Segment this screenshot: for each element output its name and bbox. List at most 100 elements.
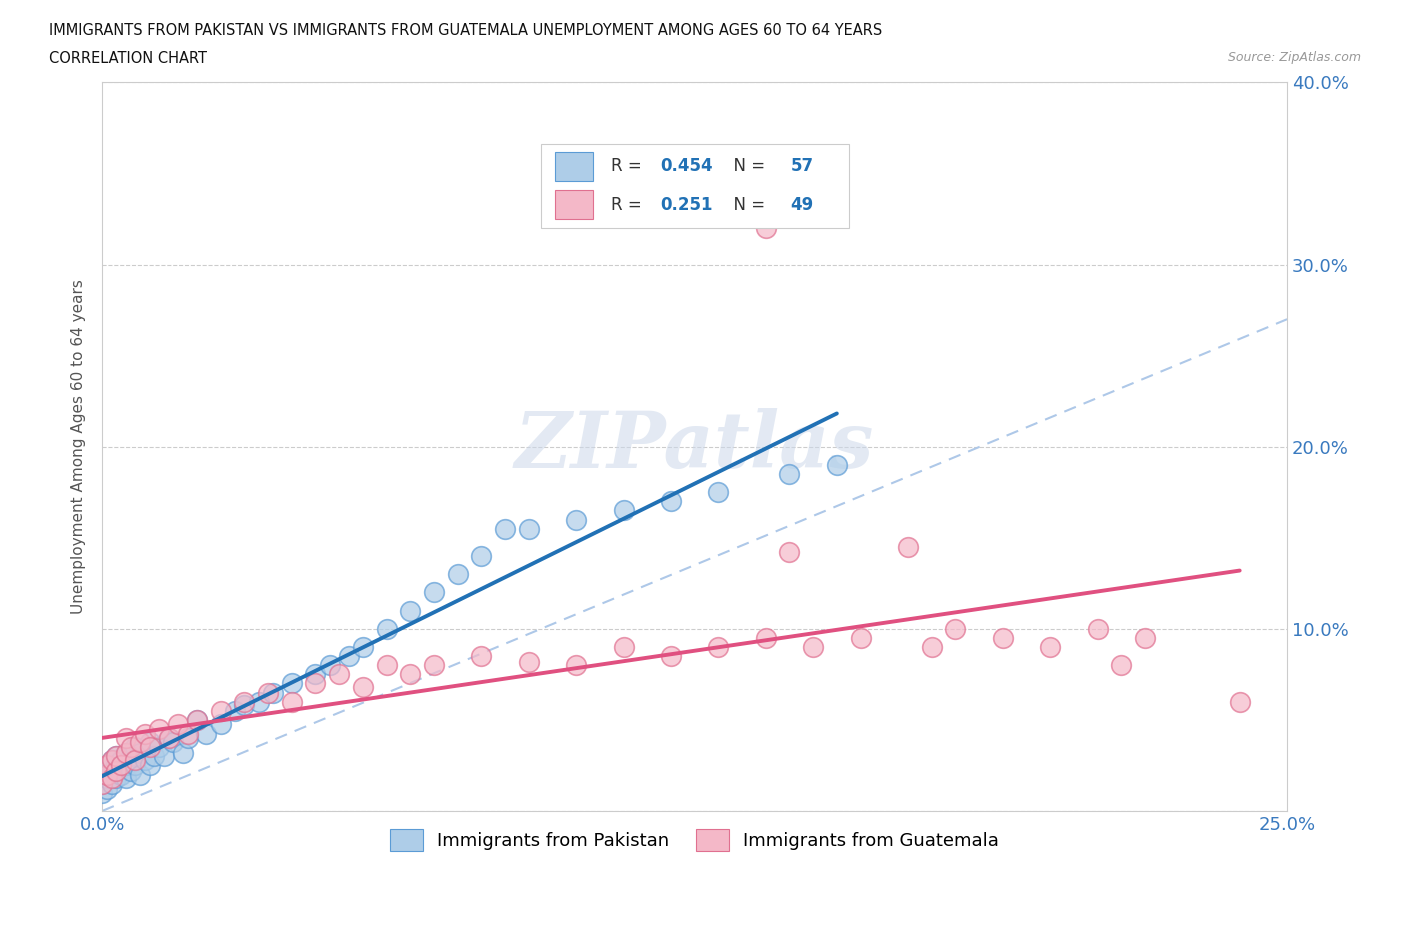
- Point: [162, 735, 184, 750]
- Point: [801, 640, 824, 655]
- Point: [105, 758, 128, 773]
- Point: [110, 758, 132, 773]
- Point: [778, 545, 800, 560]
- Point: [755, 631, 778, 645]
- Point: [96, 781, 118, 796]
- Point: [195, 727, 218, 742]
- Point: [921, 640, 943, 655]
- Point: [115, 745, 138, 760]
- Point: [659, 494, 682, 509]
- Point: [447, 566, 470, 581]
- Point: [100, 752, 122, 767]
- Point: [105, 749, 128, 764]
- Point: [134, 727, 156, 742]
- Point: [124, 758, 146, 773]
- Point: [100, 752, 122, 767]
- Point: [115, 745, 138, 760]
- Point: [257, 685, 280, 700]
- Point: [209, 716, 232, 731]
- Point: [176, 731, 198, 746]
- Point: [352, 640, 374, 655]
- Text: ZIPatlas: ZIPatlas: [515, 408, 875, 485]
- Point: [115, 758, 138, 773]
- Point: [91, 777, 114, 791]
- Point: [91, 777, 114, 791]
- Point: [129, 735, 152, 750]
- Point: [612, 640, 634, 655]
- Point: [120, 764, 142, 778]
- Point: [755, 220, 778, 235]
- Point: [176, 727, 198, 742]
- Point: [352, 680, 374, 695]
- Point: [1039, 640, 1062, 655]
- Point: [849, 631, 872, 645]
- Point: [399, 604, 422, 618]
- Point: [115, 731, 138, 746]
- Point: [120, 739, 142, 754]
- Point: [124, 739, 146, 754]
- Point: [115, 771, 138, 786]
- Point: [120, 749, 142, 764]
- Point: [209, 703, 232, 718]
- Point: [157, 731, 180, 746]
- Text: CORRELATION CHART: CORRELATION CHART: [49, 51, 207, 66]
- Point: [110, 767, 132, 782]
- Point: [778, 467, 800, 482]
- Point: [138, 735, 160, 750]
- Point: [110, 752, 132, 767]
- Point: [423, 585, 446, 600]
- Point: [96, 758, 118, 773]
- Text: 49: 49: [790, 196, 814, 214]
- Point: [943, 621, 966, 636]
- Point: [1229, 694, 1251, 709]
- Point: [565, 658, 588, 672]
- Text: 57: 57: [790, 157, 814, 175]
- Point: [565, 512, 588, 527]
- Point: [100, 764, 122, 778]
- Text: IMMIGRANTS FROM PAKISTAN VS IMMIGRANTS FROM GUATEMALA UNEMPLOYMENT AMONG AGES 60: IMMIGRANTS FROM PAKISTAN VS IMMIGRANTS F…: [49, 23, 883, 38]
- Text: R =: R =: [610, 196, 647, 214]
- Point: [319, 658, 342, 672]
- Point: [470, 549, 492, 564]
- Text: N =: N =: [723, 157, 770, 175]
- Point: [129, 745, 152, 760]
- Point: [304, 667, 326, 682]
- FancyBboxPatch shape: [555, 152, 593, 180]
- Text: N =: N =: [723, 196, 770, 214]
- Y-axis label: Unemployment Among Ages 60 to 64 years: Unemployment Among Ages 60 to 64 years: [72, 279, 86, 614]
- Point: [897, 539, 920, 554]
- Point: [105, 749, 128, 764]
- Point: [124, 752, 146, 767]
- Point: [100, 771, 122, 786]
- Point: [707, 640, 730, 655]
- Point: [328, 667, 350, 682]
- Point: [96, 771, 118, 786]
- FancyBboxPatch shape: [555, 191, 593, 219]
- Point: [129, 767, 152, 782]
- Point: [247, 694, 270, 709]
- Point: [659, 649, 682, 664]
- Point: [148, 722, 170, 737]
- Point: [281, 676, 304, 691]
- Point: [470, 649, 492, 664]
- Point: [612, 503, 634, 518]
- Point: [337, 649, 360, 664]
- Point: [494, 521, 516, 536]
- Point: [281, 694, 304, 709]
- Point: [517, 521, 540, 536]
- Point: [517, 654, 540, 669]
- Point: [157, 731, 180, 746]
- Text: 0.251: 0.251: [661, 196, 713, 214]
- Point: [167, 716, 190, 731]
- Point: [399, 667, 422, 682]
- Point: [96, 767, 118, 782]
- Point: [991, 631, 1014, 645]
- Point: [91, 767, 114, 782]
- Point: [375, 658, 398, 672]
- Point: [134, 752, 156, 767]
- Point: [186, 712, 208, 727]
- Point: [100, 777, 122, 791]
- Text: 0.454: 0.454: [661, 157, 713, 175]
- Point: [91, 785, 114, 800]
- Point: [825, 458, 848, 472]
